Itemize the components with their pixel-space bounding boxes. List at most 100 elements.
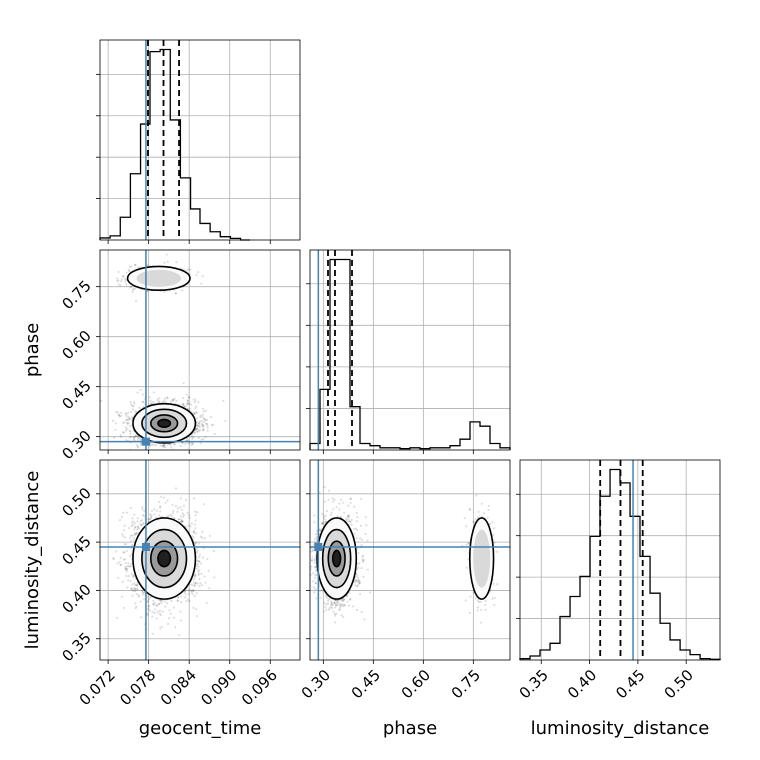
sample-point bbox=[496, 583, 499, 586]
sample-point bbox=[129, 430, 132, 433]
sample-point bbox=[149, 399, 152, 402]
sample-point bbox=[190, 591, 193, 594]
sample-point bbox=[341, 603, 344, 606]
sample-point bbox=[153, 601, 156, 605]
sample-point bbox=[330, 511, 333, 514]
sample-point bbox=[182, 403, 185, 406]
sample-point bbox=[135, 435, 138, 438]
sample-point bbox=[123, 524, 126, 527]
sample-point bbox=[159, 599, 162, 602]
sample-point bbox=[172, 606, 176, 609]
sample-point bbox=[195, 427, 198, 430]
sample-point bbox=[141, 589, 144, 592]
sample-point bbox=[127, 526, 131, 530]
sample-point bbox=[190, 433, 194, 436]
sample-point bbox=[192, 530, 195, 533]
contour-line bbox=[157, 418, 172, 429]
sample-point bbox=[125, 413, 128, 416]
sample-point bbox=[121, 533, 124, 536]
sample-point bbox=[127, 565, 130, 568]
sample-point bbox=[158, 514, 161, 517]
sample-point bbox=[196, 563, 199, 566]
sample-point bbox=[355, 578, 358, 582]
2d-phase_vs_geocent_time-frame bbox=[99, 249, 301, 451]
sample-point bbox=[131, 574, 135, 577]
sample-point bbox=[196, 430, 200, 433]
sample-point bbox=[166, 260, 169, 264]
sample-point bbox=[136, 445, 139, 448]
sample-point bbox=[193, 432, 196, 435]
hist-luminosity_distance-frame bbox=[519, 459, 721, 661]
sample-point bbox=[170, 599, 173, 603]
sample-point bbox=[197, 400, 200, 403]
mode-0 bbox=[132, 402, 197, 444]
sample-point bbox=[150, 514, 153, 517]
sample-point bbox=[133, 533, 136, 537]
sample-point bbox=[174, 292, 177, 295]
sample-point bbox=[197, 425, 200, 428]
sample-point bbox=[201, 530, 204, 533]
sample-point bbox=[148, 604, 151, 607]
sample-point bbox=[202, 503, 206, 506]
sample-point bbox=[192, 589, 196, 592]
sample-point bbox=[148, 609, 151, 612]
sample-point bbox=[177, 596, 180, 600]
sample-point bbox=[186, 437, 189, 440]
sample-point bbox=[177, 518, 180, 521]
sample-point bbox=[182, 513, 185, 516]
sample-point bbox=[172, 453, 174, 455]
sample-point bbox=[361, 555, 364, 558]
sample-point bbox=[147, 605, 150, 608]
sample-point bbox=[195, 424, 198, 427]
sample-point bbox=[349, 520, 352, 524]
sample-point bbox=[201, 413, 204, 416]
sample-point bbox=[171, 503, 174, 506]
sample-point bbox=[162, 444, 165, 447]
sample-point bbox=[157, 399, 160, 402]
sample-point bbox=[187, 524, 190, 527]
sample-point bbox=[330, 602, 333, 605]
sample-point bbox=[195, 511, 199, 514]
sample-point bbox=[197, 452, 199, 454]
sample-point bbox=[314, 532, 317, 536]
sample-point bbox=[193, 401, 196, 404]
sample-point bbox=[469, 595, 472, 598]
sample-point bbox=[178, 518, 181, 521]
sample-point bbox=[192, 589, 195, 593]
sample-point bbox=[129, 410, 132, 414]
sample-point bbox=[193, 584, 196, 587]
sample-point bbox=[131, 583, 134, 586]
sample-point bbox=[129, 424, 132, 428]
sample-point bbox=[166, 622, 170, 626]
sample-point bbox=[160, 495, 163, 498]
sample-point bbox=[133, 435, 136, 438]
sample-point bbox=[129, 435, 132, 438]
sample-point bbox=[152, 400, 155, 404]
sample-point bbox=[130, 587, 133, 590]
sample-point bbox=[182, 403, 185, 406]
sample-point bbox=[194, 411, 197, 414]
sample-point bbox=[124, 558, 127, 561]
sample-point bbox=[153, 611, 156, 615]
sample-point bbox=[133, 439, 136, 442]
sample-point bbox=[123, 543, 126, 546]
sample-point bbox=[210, 424, 213, 427]
hist-step-geocent_time bbox=[99, 48, 250, 241]
sample-point bbox=[131, 290, 134, 294]
sample-point bbox=[194, 527, 197, 530]
sample-point bbox=[159, 599, 163, 602]
sample-point bbox=[474, 597, 477, 600]
hist-panel-luminosity_distance bbox=[516, 459, 721, 664]
sample-point bbox=[155, 509, 159, 512]
sample-point bbox=[170, 515, 173, 518]
sample-point bbox=[154, 608, 157, 611]
sample-point bbox=[146, 264, 149, 267]
sample-point bbox=[190, 522, 193, 525]
sample-point bbox=[199, 414, 202, 417]
sample-point bbox=[167, 617, 171, 620]
sample-point bbox=[195, 567, 198, 570]
sample-point bbox=[173, 455, 175, 457]
sample-point bbox=[195, 451, 197, 453]
sample-point bbox=[154, 443, 157, 446]
sample-point bbox=[182, 515, 185, 518]
